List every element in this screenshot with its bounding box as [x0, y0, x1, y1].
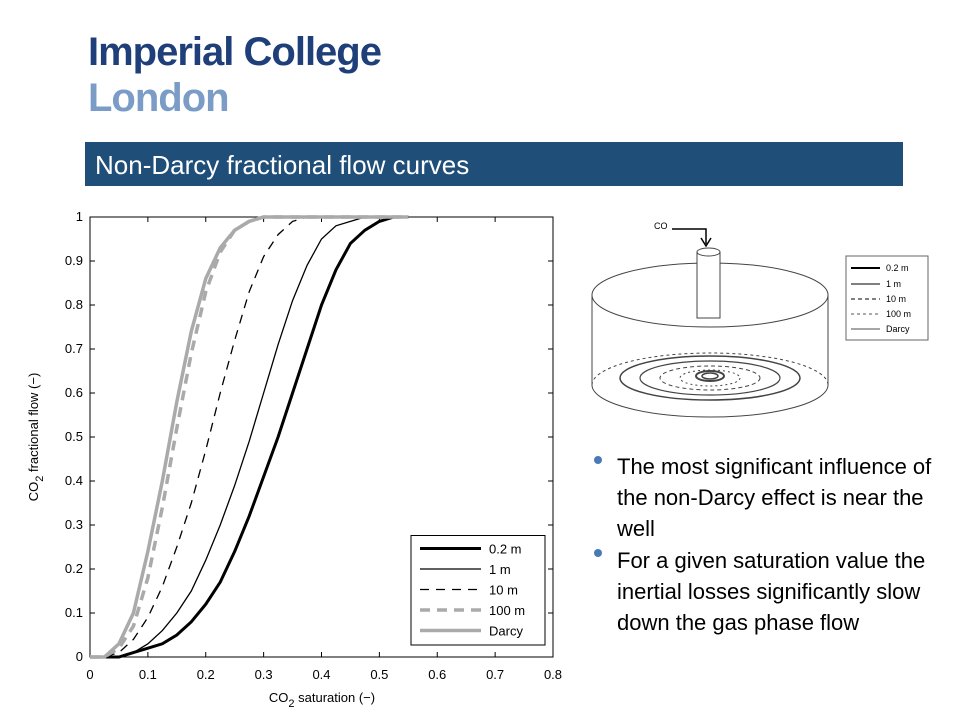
x-tick-label: 0.5	[370, 667, 388, 682]
slide-title: Non-Darcy fractional flow curves	[85, 142, 903, 186]
legend-label: 1 m	[489, 562, 511, 577]
y-tick-label: 0.4	[65, 473, 83, 488]
series-line	[90, 215, 409, 659]
legend-label: 100 m	[489, 603, 525, 618]
bullet-dot	[594, 549, 602, 557]
x-tick-label: 0.3	[255, 667, 273, 682]
x-tick-label: 0	[86, 667, 93, 682]
series-line	[90, 215, 409, 659]
legend-label: 10 m	[489, 583, 518, 598]
y-tick-label: 0.7	[65, 341, 83, 356]
x-tick-label: 0.6	[428, 667, 446, 682]
diagram-legend-label: 100 m	[886, 309, 911, 319]
y-tick-label: 0.3	[65, 517, 83, 532]
x-tick-label: 0.4	[312, 667, 330, 682]
x-tick-label: 0.1	[139, 667, 157, 682]
diagram-legend-label: Darcy	[886, 324, 910, 334]
label-part: saturation (−)	[295, 690, 376, 705]
y-axis-label: CO2 fractional flow (−)	[26, 373, 46, 502]
bullet-text: For a given saturation value the inertia…	[617, 548, 926, 635]
inlet-label: CO	[654, 221, 668, 231]
y-tick-label: 0.6	[65, 385, 83, 400]
x-tick-label: 0.7	[486, 667, 504, 682]
label-part: 2	[288, 698, 294, 710]
y-tick-label: 1	[76, 209, 83, 224]
y-tick-label: 0.1	[65, 605, 83, 620]
label-part: CO	[269, 690, 289, 705]
legend-box	[410, 535, 546, 646]
x-tick-label: 0.8	[544, 667, 562, 682]
label-part: fractional flow (−)	[26, 373, 41, 476]
diagram-legend-label: 0.2 m	[886, 263, 909, 273]
logo-line: London	[88, 76, 230, 120]
y-tick-label: 0	[76, 649, 83, 664]
bullet-text: The most significant influence of the no…	[617, 454, 932, 541]
diagram-legend-label: 10 m	[886, 294, 906, 304]
legend-label: 0.2 m	[489, 542, 522, 557]
logo-line: Imperial College	[88, 30, 382, 74]
y-tick-label: 0.2	[65, 561, 83, 576]
label-part: CO	[26, 482, 41, 502]
label-part: 2	[34, 476, 46, 482]
y-tick-label: 0.5	[65, 429, 83, 444]
legend-label: Darcy	[489, 624, 523, 639]
reservoir-diagram	[591, 228, 929, 418]
x-axis-label: CO2 saturation (−)	[269, 690, 375, 710]
y-tick-label: 0.8	[65, 297, 83, 312]
x-tick-label: 0.2	[197, 667, 215, 682]
series-line	[90, 216, 409, 658]
y-tick-label: 0.9	[65, 253, 83, 268]
bullet-dot	[594, 456, 602, 464]
diagram-legend-label: 1 m	[886, 279, 901, 289]
